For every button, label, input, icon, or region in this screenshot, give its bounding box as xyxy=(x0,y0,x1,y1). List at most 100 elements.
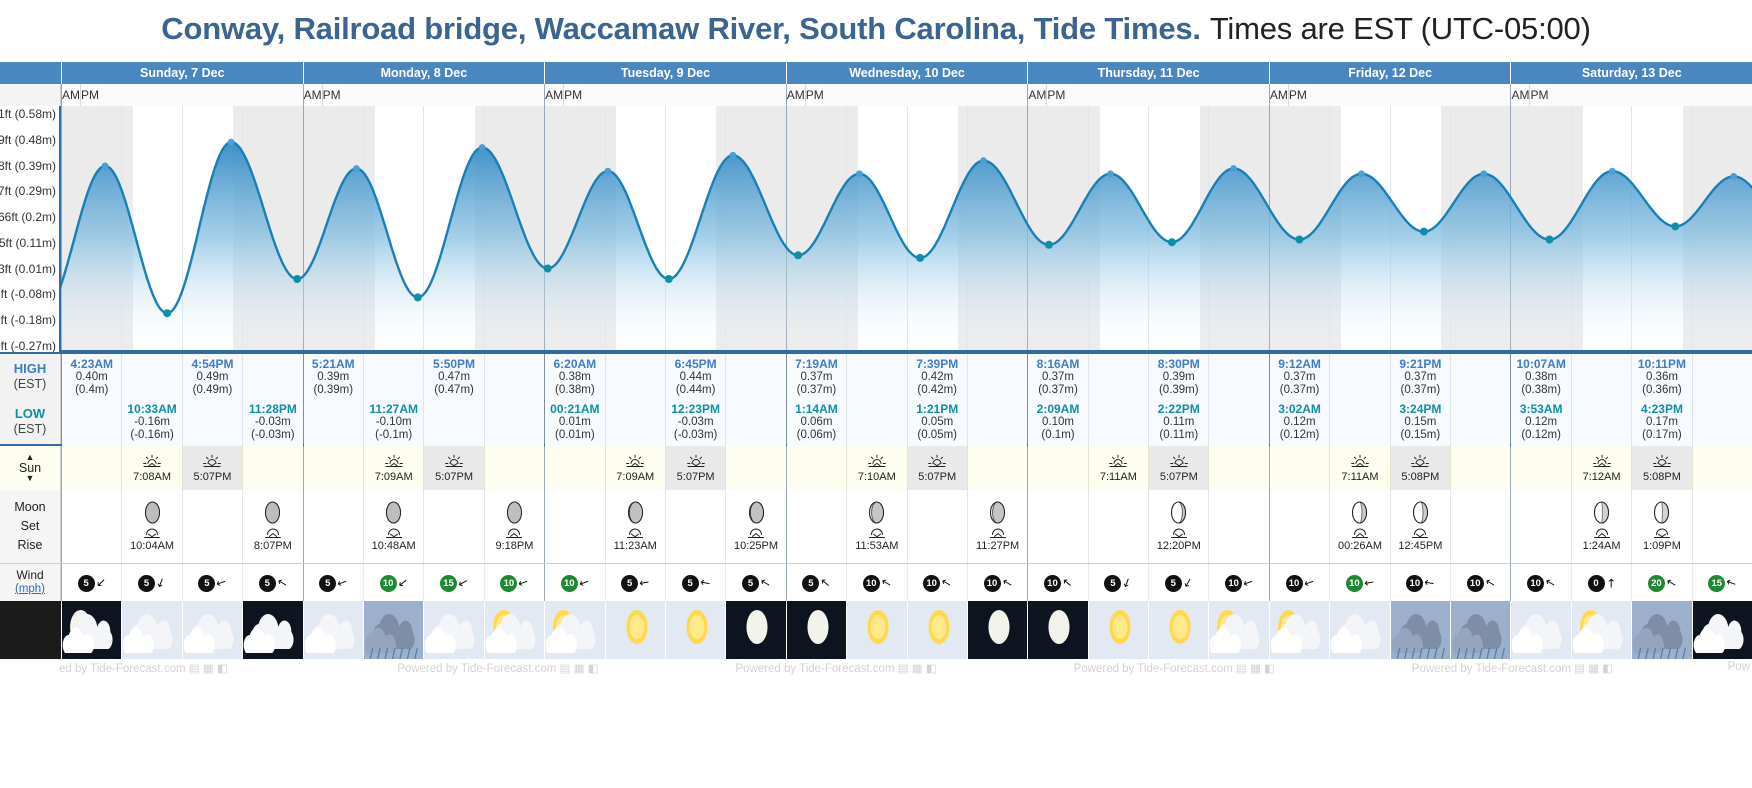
sunrise-icon xyxy=(867,454,886,467)
high-cell: 7:39PM 0.42m (0.42m) xyxy=(906,354,967,401)
sunrise-icon xyxy=(384,454,403,467)
tide-high-marker-6 xyxy=(478,144,486,151)
day-header-5: Friday, 12 Dec xyxy=(1268,62,1511,84)
low-height: 0.06m xyxy=(800,416,833,429)
sun-day-6: 7:12AM 5:08PM xyxy=(1510,446,1752,490)
low-day-5: 3:02AM 0.12m (0.12m) 3:24PM 0.15m (0.15m) xyxy=(1268,399,1511,446)
day-header-2: Tuesday, 9 Dec xyxy=(544,62,786,84)
high-cell: 10:07AM 0.38m (0.38m) xyxy=(1511,354,1571,401)
day-header-3: Wednesday, 10 Dec xyxy=(785,62,1028,84)
moon-phase-icon xyxy=(506,501,522,524)
wind-cell: 10 ↗ xyxy=(966,564,1028,602)
moon-cell: 10:04AM xyxy=(121,490,182,563)
moonrise-icon xyxy=(989,528,1006,538)
low-time: 10:33AM xyxy=(127,401,177,416)
weather-cell xyxy=(1450,601,1511,659)
moon-row-label: Moon Set Rise xyxy=(0,490,61,563)
high-cell xyxy=(121,354,182,401)
wind-day-5: 10 ↗ 10 ↗ 10 ↗ 10 ↗ xyxy=(1268,564,1511,602)
sunset-time: 5:07PM xyxy=(193,470,232,483)
sun-cell: 5:07PM xyxy=(1148,446,1209,490)
low-time: 00:21AM xyxy=(550,401,600,416)
tide-low-marker-15 xyxy=(1044,240,1053,249)
weather-day-1 xyxy=(302,601,545,659)
powered-by-credit: Powered by Tide-Forecast.com ▤ ▦ ◧ xyxy=(1073,663,1275,675)
weather-icon-moon xyxy=(1028,601,1088,659)
wind-cell: 5 ↗ xyxy=(62,564,122,602)
moonset-label-text: Set xyxy=(20,519,40,534)
sun-cell xyxy=(62,446,122,490)
wind-speed-badge: 5 xyxy=(621,574,639,592)
high-time: 10:07AM xyxy=(1516,356,1566,371)
weather-cell xyxy=(1329,601,1390,659)
day-header-1: Monday, 8 Dec xyxy=(302,62,545,84)
high-cell: 9:21PM 0.37m (0.37m) xyxy=(1389,354,1451,401)
wind-speed-badge: 10 xyxy=(1466,574,1484,592)
weather-icon-sun xyxy=(665,601,726,659)
footer-row: ed by Tide-Forecast.com ▤ ▦ ◧ Powered by … xyxy=(0,659,1752,679)
tide-low-marker-19 xyxy=(1295,235,1304,244)
moon-day-3: 11:53AM 11:27PM xyxy=(785,490,1028,563)
moonset-icon xyxy=(868,528,885,538)
high-height: 0.37m xyxy=(800,371,833,384)
wind-speed-badge: 5 xyxy=(77,574,95,592)
low-cell: 2:09AM 0.10m (0.1m) xyxy=(1028,399,1088,446)
moon-phase-icon xyxy=(869,501,885,524)
high-time: 5:50PM xyxy=(433,356,476,371)
moon-cell: 10:48AM xyxy=(362,490,424,563)
sunset-icon xyxy=(686,454,705,467)
high-cell: 5:50PM 0.47m (0.47m) xyxy=(423,354,484,401)
moonrise-time: 10:25PM xyxy=(734,540,779,552)
moonrise-icon xyxy=(748,528,765,538)
tide-low-marker-13 xyxy=(916,253,925,262)
high-height-alt: (0.4m) xyxy=(75,384,109,397)
moon-cell xyxy=(303,490,363,563)
weather-day-2 xyxy=(544,601,786,659)
wind-unit-link[interactable]: (mph) xyxy=(14,582,46,595)
high-height: 0.38m xyxy=(558,371,591,384)
low-height-alt: (0.05m) xyxy=(917,429,958,442)
weather-cell xyxy=(483,601,545,659)
low-height: 0.11m xyxy=(1163,416,1195,429)
page-title: Conway, Railroad bridge, Waccamaw River,… xyxy=(0,0,1752,62)
weather-icon-cloud-rain xyxy=(1451,601,1511,659)
weather-cell xyxy=(1691,601,1752,659)
moon-cell xyxy=(1028,490,1088,563)
low-cell: 3:53AM 0.12m (0.12m) xyxy=(1511,399,1571,446)
chart-gridline xyxy=(907,106,908,350)
wind-speed-badge: 10 xyxy=(560,574,578,592)
low-cell: 11:28PM -0.03m (-0.03m) xyxy=(242,399,303,446)
tide-high-marker-20 xyxy=(1358,170,1365,178)
tide-low-marker-21 xyxy=(1419,227,1428,236)
powered-by-credit-trailing: Pow xyxy=(1727,661,1750,673)
powered-by-credit: Powered by Tide-Forecast.com ▤ ▦ ◧ xyxy=(397,663,599,675)
high-time: 7:19AM xyxy=(795,356,838,371)
moon-phase-icon xyxy=(1171,501,1187,524)
weather-cell xyxy=(1148,601,1209,659)
high-cell: 5:21AM 0.39m (0.39m) xyxy=(303,354,363,401)
sun-cell xyxy=(1511,446,1571,490)
high-height-alt: (0.39m) xyxy=(1158,384,1199,397)
high-cell xyxy=(725,354,786,401)
moon-day-2: 11:23AM 10:25PM xyxy=(544,490,786,563)
moonrise-icon xyxy=(264,528,281,538)
wind-direction-arrow-icon: ↗ xyxy=(938,576,955,590)
sun-cell xyxy=(1028,446,1088,490)
weather-day-5 xyxy=(1268,601,1511,659)
sun-cell: 5:07PM xyxy=(181,446,243,490)
tide-high-marker-22 xyxy=(1480,170,1488,178)
moon-cell: 12:20PM xyxy=(1148,490,1209,563)
wind-cell: 5 ↗ xyxy=(1087,564,1149,602)
low-time: 2:22PM xyxy=(1157,401,1200,416)
moon-phase-icon xyxy=(1412,501,1428,524)
high-height: 0.49m xyxy=(196,371,229,384)
sun-row-label: ▲ Sun ▼ xyxy=(0,446,61,490)
tide-high-marker-2 xyxy=(227,138,235,146)
high-day-1: 5:21AM 0.39m (0.39m) 5:50PM 0.47m (0.47m) xyxy=(302,354,545,401)
weather-row-gutter xyxy=(0,601,61,659)
ampm-header-row: AM PM AM PM AM PM AM PM AM PM AM PM AM PM xyxy=(0,84,1752,106)
wind-cell: 10 ↗ xyxy=(362,564,424,602)
moonset-time: 11:23AM xyxy=(613,540,657,552)
moonset-icon xyxy=(385,528,402,538)
high-height: 0.37m xyxy=(1283,371,1316,384)
